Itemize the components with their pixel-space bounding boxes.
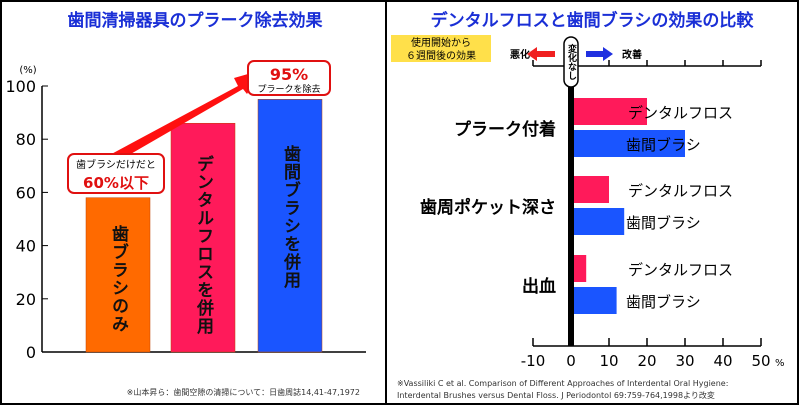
legend-box-line2: ６週間後の効果	[406, 49, 476, 62]
bar-1-0	[574, 176, 609, 203]
x-tick-label: -10	[521, 352, 546, 370]
category-label: 出血	[522, 276, 556, 297]
series-label: デンタルフロス	[628, 182, 733, 200]
bar-0-1	[574, 130, 685, 157]
high-callout-box	[247, 60, 331, 96]
y-tick-label: 60	[16, 183, 36, 202]
low-callout-line1: 歯ブラシだけだと	[76, 158, 156, 171]
category-label: 歯周ポケット深さ	[420, 197, 556, 218]
y-tick-label: 20	[16, 290, 36, 309]
x-unit: %	[775, 358, 785, 369]
left-footnote: ※山本昇ら：歯間空隙の清掃について：日歯周誌14,41-47,1972	[127, 387, 360, 397]
no-change-label: 変化なし	[566, 43, 577, 80]
bar-label: 歯間ブラシを併用	[280, 144, 302, 289]
right-footnote-line2: Interdental Brushes versus Dental Floss.…	[397, 390, 715, 400]
bar-0	[85, 197, 151, 353]
left-chart-title: 歯間清掃器具のプラーク除去効果	[68, 10, 323, 31]
right-chart-title: デンタルフロスと歯間ブラシの効果の比較	[431, 10, 755, 31]
better-arrow-icon	[586, 47, 613, 61]
high-callout-line1: 95%	[270, 65, 308, 84]
y-tick-label: 100	[5, 77, 36, 96]
series-label: デンタルフロス	[628, 104, 733, 122]
worse-label: 悪化	[510, 48, 530, 61]
y-tick-label: 80	[16, 130, 36, 149]
x-tick-label: 30	[675, 352, 694, 370]
legend-box-line1: 使用開始から	[411, 36, 471, 49]
bar-1-1	[574, 208, 625, 235]
bar-0-0	[574, 98, 647, 125]
x-tick-label: 10	[599, 352, 618, 370]
left-bars: 歯ブラシのみ デンタルフロスを併用 歯間ブラシを併用	[85, 99, 323, 353]
better-label: 改善	[622, 48, 642, 61]
series-label: 歯間ブラシ	[626, 293, 701, 311]
increase-arrow-icon	[104, 70, 262, 166]
bar-2	[257, 99, 323, 353]
x-tick-label: 50	[751, 352, 770, 370]
bar-1	[170, 122, 236, 353]
x-tick-label: 20	[637, 352, 656, 370]
bar-2-0	[574, 255, 587, 282]
right-footnote-line1: ※Vassiliki C et al. Comparison of Differ…	[397, 379, 728, 388]
bar-label: デンタルフロスを併用	[193, 154, 215, 335]
series-label: デンタルフロス	[628, 261, 733, 279]
y-axis-unit: (%)	[19, 65, 36, 76]
series-label: 歯間ブラシ	[626, 136, 701, 154]
y-tick-label: 0	[26, 343, 36, 362]
no-change-pill	[563, 36, 579, 88]
x-tick-label: 0	[566, 352, 576, 370]
x-tick-label: 40	[713, 352, 732, 370]
low-callout-box	[67, 153, 165, 194]
bar-label: 歯ブラシのみ	[108, 224, 129, 333]
high-callout-line2: プラークを除去	[257, 83, 320, 95]
legend-box	[391, 35, 491, 62]
category-label: プラーク付着	[454, 119, 556, 140]
bar-2-1	[574, 287, 617, 314]
low-callout-line2: 60%以下	[83, 174, 149, 192]
y-tick-label: 40	[16, 237, 36, 256]
worse-arrow-icon	[527, 47, 555, 61]
right-bars: プラーク付着デンタルフロス歯間ブラシ歯周ポケット深さデンタルフロス歯間ブラシ出血…	[420, 98, 733, 314]
series-label: 歯間ブラシ	[626, 214, 701, 232]
zero-line	[568, 84, 574, 346]
